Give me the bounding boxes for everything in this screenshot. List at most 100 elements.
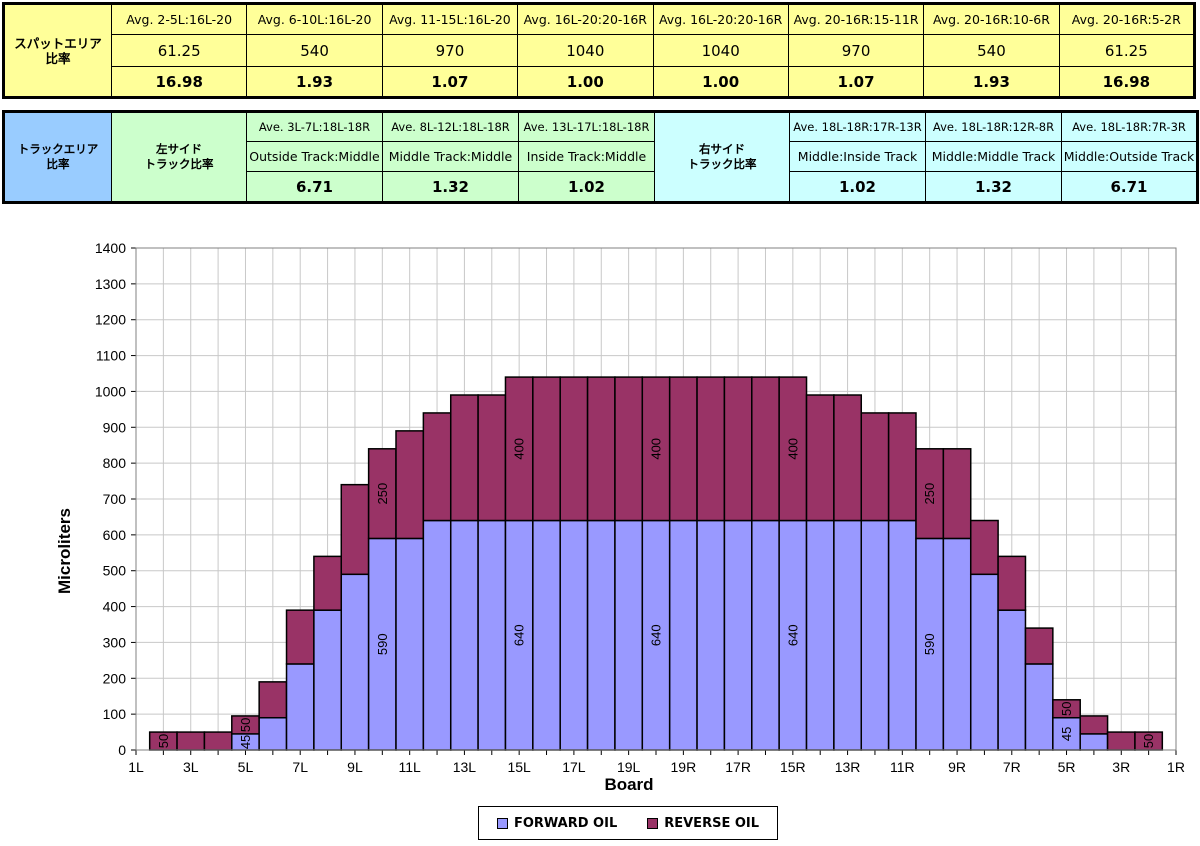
track-area-ratio-table: トラックエリア 比率 左サイド トラック比率 Ave. 3L-7L:18L-18R … bbox=[2, 110, 1199, 204]
reverse-oil-bar bbox=[313, 555, 343, 611]
right-header-cell: Ave. 18L-18R:12R-8R bbox=[925, 111, 1062, 142]
forward-oil-bar bbox=[340, 573, 370, 751]
data-label: 250 bbox=[922, 483, 937, 505]
x-tick-label: 15R bbox=[780, 759, 806, 775]
y-tick-label: 1200 bbox=[95, 312, 126, 328]
chart-legend: FORWARD OIL REVERSE OIL bbox=[478, 806, 778, 840]
left-side-track-label: 左サイド トラック比率 bbox=[111, 111, 247, 203]
forward-oil-bar bbox=[532, 519, 561, 751]
y-tick-label: 1100 bbox=[96, 348, 126, 364]
data-label: 50 bbox=[1141, 734, 1156, 748]
spot-value-cell: 1040 bbox=[652, 34, 789, 67]
x-tick-label: 7R bbox=[1003, 759, 1021, 775]
legend-label-forward: FORWARD OIL bbox=[513, 815, 618, 831]
spot-ratio-cell: 1.07 bbox=[381, 66, 519, 98]
data-label: 400 bbox=[512, 438, 527, 460]
data-label: 590 bbox=[922, 633, 937, 655]
plot-border bbox=[135, 247, 1177, 751]
reverse-oil-bar bbox=[285, 609, 315, 665]
left-header-cell: Ave. 13L-17L:18L-18R bbox=[518, 111, 655, 142]
y-tick-label: 1300 bbox=[95, 276, 126, 292]
x-tick-label: 9R bbox=[948, 759, 966, 775]
spot-value-cell: 540 bbox=[923, 34, 1060, 67]
forward-oil-bar bbox=[723, 519, 753, 751]
spot-ratio-cell: 1.00 bbox=[652, 66, 789, 98]
forward-oil-bar bbox=[942, 537, 972, 751]
spot-value-cell: 540 bbox=[246, 34, 383, 67]
y-tick-label: 0 bbox=[118, 742, 126, 758]
reverse-oil-swatch bbox=[647, 817, 659, 829]
x-tick-label: 19R bbox=[671, 759, 697, 775]
forward-oil-bar bbox=[258, 716, 288, 751]
y-axis-title: Microliters bbox=[55, 508, 74, 594]
reverse-oil-bar bbox=[668, 376, 698, 522]
reverse-oil-bar bbox=[176, 731, 206, 751]
reverse-oil-bar bbox=[969, 519, 999, 576]
data-label: 640 bbox=[512, 624, 527, 646]
x-tick-label: 15L bbox=[507, 759, 531, 775]
forward-oil-bar bbox=[559, 519, 589, 751]
spot-value-cell: 970 bbox=[381, 34, 519, 67]
forward-oil-bar bbox=[313, 609, 343, 751]
forward-oil-swatch bbox=[496, 817, 508, 829]
x-tick-label: 11R bbox=[890, 759, 915, 775]
x-tick-label: 3R bbox=[1112, 759, 1130, 775]
reverse-oil-bar bbox=[860, 412, 890, 522]
x-tick-label: 19L bbox=[617, 759, 641, 775]
right-track-name-cell: Middle:Outside Track bbox=[1061, 141, 1198, 172]
x-tick-label: 7L bbox=[292, 759, 308, 775]
reverse-oil-bar bbox=[532, 376, 561, 522]
x-tick-label: 13L bbox=[453, 759, 477, 775]
right-ratio-cell: 6.71 bbox=[1061, 171, 1198, 203]
reverse-oil-bar bbox=[751, 376, 780, 522]
spot-ratio-cell: 16.98 bbox=[110, 66, 248, 98]
right-header-cell: Ave. 18L-18R:17R-13R bbox=[789, 111, 926, 142]
spot-value-cell: 1040 bbox=[517, 34, 654, 67]
right-track-name-cell: Middle:Middle Track bbox=[925, 141, 1062, 172]
forward-oil-bar bbox=[696, 519, 726, 751]
spot-header-cell: Avg. 16L-20:20-16R bbox=[652, 3, 789, 35]
y-tick-label: 700 bbox=[103, 491, 127, 507]
x-tick-label: 3L bbox=[183, 759, 199, 775]
legend-item-forward: FORWARD OIL bbox=[496, 815, 618, 831]
spot-header-cell: Avg. 16L-20:20-16R bbox=[517, 3, 654, 35]
y-tick-label: 900 bbox=[103, 419, 127, 435]
x-tick-label: 17R bbox=[725, 759, 751, 775]
reverse-oil-bar bbox=[915, 448, 945, 540]
data-label: 400 bbox=[785, 438, 800, 460]
right-header-cell: Ave. 18L-18R:7R-3R bbox=[1061, 111, 1198, 142]
track-area-row-label: トラックエリア 比率 bbox=[3, 111, 112, 203]
reverse-oil-bar bbox=[1079, 715, 1109, 735]
right-ratio-cell: 1.32 bbox=[925, 171, 1062, 203]
x-tick-label: 17L bbox=[562, 759, 586, 775]
forward-oil-bar bbox=[477, 519, 507, 751]
x-tick-label: 13R bbox=[835, 759, 861, 775]
forward-oil-bar bbox=[449, 519, 479, 751]
x-tick-label: 11L bbox=[399, 759, 422, 775]
data-label: 45 bbox=[1059, 727, 1074, 741]
legend-item-reverse: REVERSE OIL bbox=[647, 816, 759, 831]
y-tick-label: 1000 bbox=[95, 383, 126, 399]
reverse-oil-bar bbox=[641, 376, 671, 522]
x-tick-label: 1R bbox=[1167, 759, 1185, 775]
reverse-oil-bar bbox=[723, 376, 753, 522]
y-tick-label: 1400 bbox=[95, 240, 126, 256]
data-label: 640 bbox=[785, 624, 800, 646]
reverse-oil-bar bbox=[1024, 627, 1054, 665]
y-tick-label: 100 bbox=[103, 706, 127, 722]
data-label: 590 bbox=[375, 633, 390, 655]
legend-label-reverse: REVERSE OIL bbox=[664, 815, 760, 831]
x-tick-label: 5L bbox=[238, 759, 254, 775]
forward-oil-bar bbox=[751, 519, 780, 751]
reverse-oil-bar bbox=[395, 430, 425, 540]
left-header-cell: Ave. 3L-7L:18L-18R bbox=[246, 111, 383, 142]
x-tick-label: 9L bbox=[347, 759, 363, 775]
right-ratio-cell: 1.02 bbox=[789, 171, 926, 203]
spot-ratio-cell: 1.93 bbox=[923, 66, 1060, 98]
forward-oil-bar bbox=[422, 519, 452, 751]
spot-header-cell: Avg. 11-15L:16L-20 bbox=[381, 3, 519, 35]
data-label: 250 bbox=[375, 483, 390, 505]
left-header-cell: Ave. 8L-12L:18L-18R bbox=[382, 111, 519, 142]
reverse-oil-bar bbox=[778, 376, 808, 522]
y-tick-label: 300 bbox=[103, 634, 127, 650]
